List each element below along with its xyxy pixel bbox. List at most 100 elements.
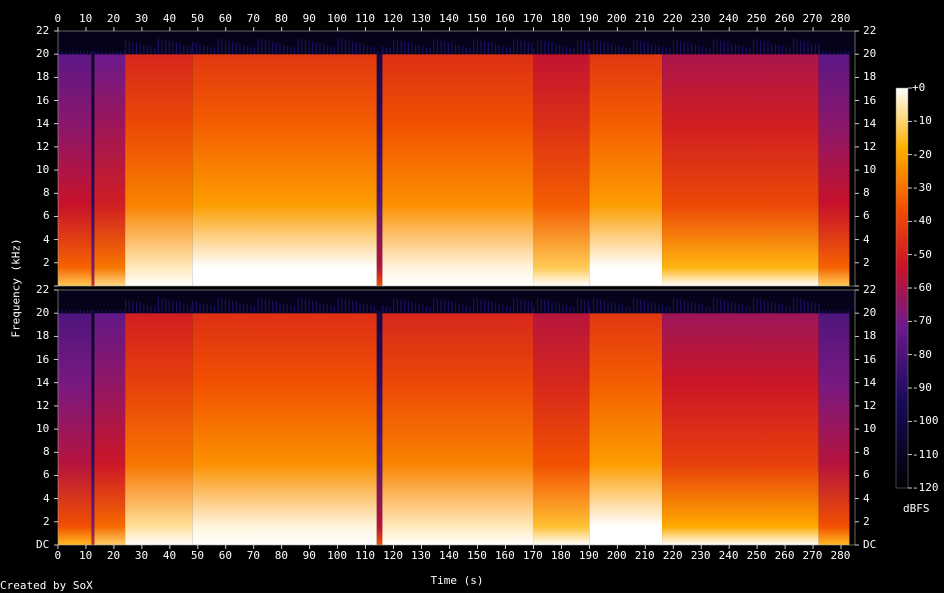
spectral-streak [243, 303, 245, 314]
spectral-streak [527, 301, 529, 314]
x-tick-label-top: 260 [774, 12, 795, 25]
spectral-streak [58, 310, 59, 314]
colorbar-tick-label: -60 [912, 281, 932, 294]
spectral-streak [647, 42, 649, 55]
spectrogram-segment [589, 54, 663, 286]
spectral-streak [833, 51, 835, 55]
spectral-streak [533, 48, 535, 55]
spectral-streak [206, 45, 208, 55]
spectral-streak [596, 298, 598, 314]
y-tick-label-right: 22 [863, 24, 877, 37]
spectral-streak [363, 44, 365, 55]
spectral-streak [531, 43, 533, 55]
spectral-streak [232, 42, 234, 55]
spectral-streak [422, 305, 424, 314]
spectral-streak [643, 41, 645, 55]
x-tick-label-bottom: 280 [830, 549, 851, 562]
x-tick-label-top: 180 [550, 12, 571, 25]
spectral-streak [221, 298, 223, 314]
spectral-streak [352, 300, 354, 314]
spectral-streak [480, 299, 482, 314]
spectral-streak [540, 298, 542, 314]
spectral-streak [774, 44, 776, 55]
spectral-streak [727, 301, 729, 314]
colorbar-tick-label: +0 [912, 81, 926, 94]
spectral-streak [580, 39, 582, 55]
spectral-streak [341, 298, 343, 314]
spectral-streak [533, 307, 535, 314]
spectral-streak [509, 47, 511, 55]
spectral-streak [261, 39, 263, 55]
spectral-streak [691, 43, 693, 55]
spectral-streak [179, 43, 181, 55]
spectral-streak [150, 46, 152, 55]
spectrogram-segment [376, 54, 383, 286]
spectral-streak [738, 304, 740, 314]
y-tick-label-right: 16 [863, 352, 877, 366]
spectral-streak [833, 310, 835, 314]
spectral-streak [376, 310, 378, 314]
spectral-streak [752, 38, 754, 55]
y-tick-label-left: DC [36, 538, 50, 551]
y-tick-label-left: 18 [36, 329, 50, 343]
spectral-streak [566, 46, 568, 55]
spectral-streak [484, 41, 486, 55]
credit-text: Created by SoX [0, 579, 93, 592]
spectral-streak [290, 46, 292, 55]
spectral-streak [136, 301, 138, 314]
spectral-streak [607, 301, 609, 314]
spectral-streak [139, 43, 141, 55]
spectral-streak [286, 45, 288, 55]
spectral-streak [195, 302, 197, 314]
spectral-streak [330, 46, 332, 55]
spectral-streak [246, 45, 248, 55]
spectral-streak [294, 47, 296, 55]
x-tick-label-bottom: 260 [774, 549, 795, 562]
spectral-streak [323, 44, 325, 55]
x-tick-label-top: 130 [411, 12, 431, 25]
spectral-streak [727, 42, 729, 55]
spectral-streak [172, 300, 174, 314]
spectral-streak [462, 304, 464, 314]
spectral-streak [411, 302, 413, 314]
spectral-streak [341, 39, 343, 55]
spectral-streak [264, 299, 266, 314]
spectral-streak [629, 48, 631, 55]
spectral-streak [742, 45, 744, 55]
spectral-streak [337, 38, 339, 55]
spectral-streak [79, 51, 81, 55]
spectral-streak [643, 300, 645, 314]
spectral-streak [206, 304, 208, 314]
x-tick-label-top: 150 [466, 12, 487, 25]
spectral-streak [771, 302, 773, 314]
spectral-streak [473, 38, 475, 55]
spectral-streak [803, 300, 805, 314]
y-tick-label-left: 4 [43, 232, 50, 246]
x-tick-label-bottom: 130 [411, 549, 431, 562]
spectral-streak [359, 43, 361, 55]
spectral-streak [154, 306, 156, 314]
spectral-streak [584, 299, 586, 314]
spectral-streak [116, 310, 118, 314]
spectral-streak [811, 43, 813, 55]
y-tick-label-right: 6 [863, 209, 870, 223]
spectral-streak [611, 302, 613, 314]
spectral-streak [513, 38, 515, 55]
spectral-streak [272, 41, 274, 55]
spectrogram-segment [533, 54, 590, 286]
spectral-streak [76, 51, 78, 55]
spectrogram-segment [533, 313, 590, 545]
x-tick-label-bottom: 80 [274, 549, 288, 562]
x-tick-label-bottom: 30 [134, 549, 149, 562]
spectral-streak [836, 51, 838, 55]
x-tick-label-top: 80 [274, 12, 288, 25]
spectral-streak [767, 301, 769, 314]
spectral-streak [65, 51, 67, 55]
spectrogram-segment [58, 54, 92, 286]
spectral-streak [665, 47, 667, 55]
spectrogram-segment [192, 313, 377, 545]
y-tick-label-left: 10 [36, 163, 50, 177]
y-tick-label-left: 8 [43, 186, 50, 200]
y-tick-label-left: 20 [36, 47, 50, 61]
